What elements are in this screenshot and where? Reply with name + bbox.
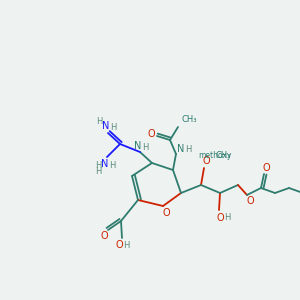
Text: O: O [216,213,224,223]
Text: O: O [115,240,123,250]
Text: CH₃: CH₃ [216,152,232,160]
Text: methoxy: methoxy [198,151,232,160]
Text: N: N [177,144,185,154]
Text: O: O [202,156,210,166]
Text: N: N [101,159,109,169]
Text: H: H [95,167,101,176]
Text: H: H [109,161,115,170]
Text: O: O [100,231,108,241]
Text: H: H [224,214,230,223]
Text: CH₃: CH₃ [182,116,197,124]
Text: O: O [246,196,254,206]
Text: H: H [123,241,129,250]
Text: H: H [96,116,102,125]
Text: O: O [262,163,270,173]
Text: H: H [110,122,116,131]
Text: N: N [102,121,110,131]
Text: H: H [185,146,191,154]
Text: H: H [95,161,101,170]
Text: N: N [134,141,142,151]
Text: O: O [162,208,170,218]
Text: H: H [142,142,148,152]
Text: O: O [147,129,155,139]
